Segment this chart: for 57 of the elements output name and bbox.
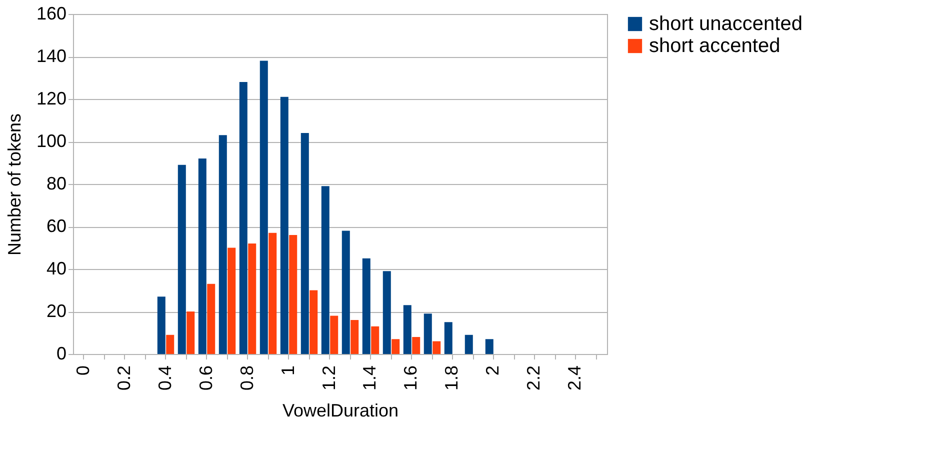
y-tick-label: 120 [36, 88, 66, 108]
y-tick-label: 160 [36, 4, 66, 24]
bar [207, 284, 216, 354]
x-tick-label: 2.4 [564, 366, 585, 391]
bar [186, 312, 195, 354]
y-tick-label: 140 [36, 46, 66, 66]
x-tick-label: 1.4 [360, 366, 380, 391]
x-tick-label: 2.2 [524, 366, 544, 391]
y-tick-label: 20 [46, 301, 66, 321]
x-tick-label: 0.8 [236, 366, 257, 391]
x-tick-label: 1.8 [442, 366, 462, 391]
bar [228, 248, 236, 354]
bar [371, 326, 380, 354]
bar [403, 305, 412, 354]
bar [166, 334, 174, 354]
x-tick-label: 1.2 [318, 366, 339, 391]
bar [330, 316, 338, 354]
bar [310, 290, 318, 354]
bar [412, 337, 420, 354]
bar [198, 158, 206, 354]
x-axis-title: VowelDuration [282, 400, 399, 421]
bar [464, 334, 473, 354]
bar [485, 339, 494, 354]
bar [382, 271, 391, 354]
bar [432, 341, 441, 354]
y-tick-label: 40 [46, 258, 66, 278]
bar [268, 232, 277, 354]
legend-label: short unaccented [649, 13, 802, 35]
bar [342, 230, 350, 354]
bar [362, 258, 370, 354]
y-tick-label: 80 [46, 174, 66, 194]
bar [321, 186, 330, 354]
bar [178, 164, 186, 354]
bar [424, 314, 432, 354]
x-tick-label: 1.6 [400, 366, 421, 391]
bar [248, 244, 256, 354]
bar [157, 296, 166, 354]
x-tick-label: 0.6 [196, 366, 216, 391]
bar [280, 96, 288, 354]
y-tick-label: 100 [36, 131, 66, 151]
bar [289, 235, 298, 354]
bar [350, 320, 359, 354]
bar [260, 60, 268, 354]
x-tick-label: 0 [72, 366, 93, 376]
x-tick-label: 1 [278, 366, 298, 376]
bar [239, 82, 248, 354]
y-tick-label: 0 [56, 344, 66, 364]
x-tick-label: 0.2 [114, 366, 134, 391]
legend-label: short accented [649, 35, 780, 57]
x-tick-label: 0.4 [154, 366, 175, 391]
bar [392, 339, 400, 354]
bar [300, 133, 309, 354]
y-axis-title: Number of tokens [4, 113, 24, 256]
x-tick-label: 2 [482, 366, 503, 376]
y-tick-label: 60 [46, 216, 66, 236]
bar [218, 135, 227, 354]
bar [444, 322, 452, 354]
